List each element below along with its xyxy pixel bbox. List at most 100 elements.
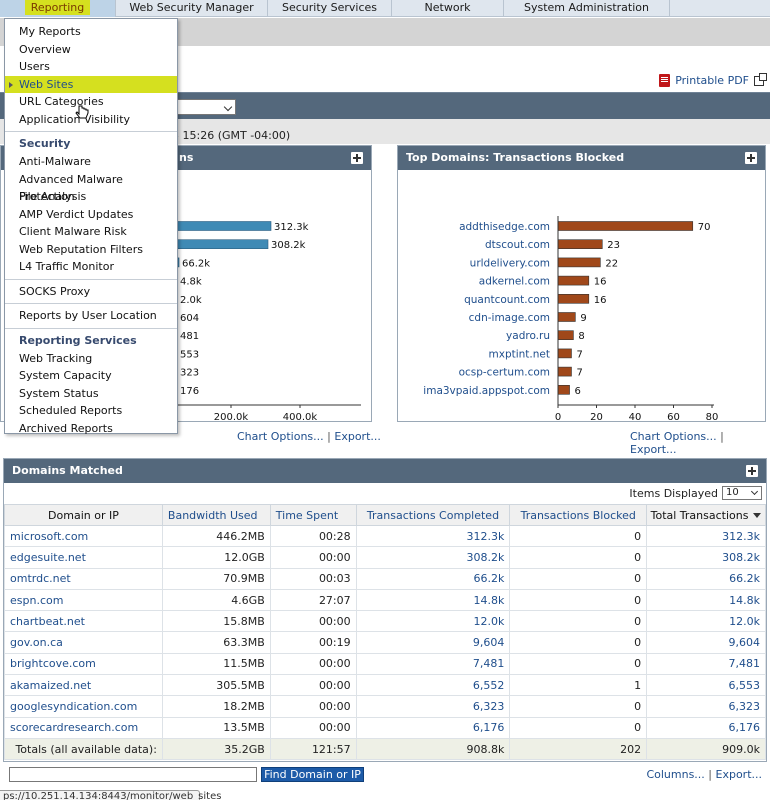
tab-network[interactable]: Network: [392, 0, 504, 17]
plus-icon[interactable]: [746, 465, 758, 477]
category-label[interactable]: quantcount.com: [464, 294, 550, 306]
cell-domain[interactable]: akamaized.net: [4, 674, 163, 697]
cell-total[interactable]: 6,176: [646, 716, 766, 739]
printable-pdf[interactable]: Printable PDF: [659, 72, 767, 87]
menu-item-system-status[interactable]: System Status: [5, 385, 177, 403]
cell-bandwidth: 15.8MB: [161, 610, 271, 633]
menu-item-url-categories[interactable]: URL Categories: [5, 93, 177, 111]
printable-pdf-link[interactable]: Printable PDF: [675, 74, 749, 87]
col-time-spent[interactable]: Time Spent: [269, 504, 357, 526]
cell-total[interactable]: 7,481: [646, 652, 766, 676]
cell-completed[interactable]: 312.3k: [355, 524, 511, 548]
export-link[interactable]: Export...: [715, 768, 763, 781]
col-completed[interactable]: Transactions Completed: [355, 504, 511, 526]
bar[interactable]: [557, 239, 603, 249]
cell-completed[interactable]: 66.2k: [355, 567, 511, 590]
category-label[interactable]: mxptint.net: [489, 348, 550, 360]
cell-total[interactable]: 308.2k: [646, 546, 766, 569]
cell-total[interactable]: 12.0k: [646, 610, 766, 633]
cell-completed[interactable]: 6,323: [355, 695, 511, 718]
col-domain[interactable]: Domain or IP: [4, 504, 163, 526]
menu-item-web-sites[interactable]: Web Sites: [5, 75, 177, 93]
export-link[interactable]: Export...: [630, 443, 677, 456]
time-range-select[interactable]: [170, 99, 236, 115]
tab-reporting[interactable]: Reporting: [0, 0, 116, 17]
cell-domain[interactable]: googlesyndication.com: [4, 695, 163, 718]
cell-total[interactable]: 14.8k: [646, 588, 766, 612]
tab-system-administration[interactable]: System Administration: [504, 0, 670, 17]
cell-completed[interactable]: 7,481: [355, 652, 511, 676]
plus-icon[interactable]: [351, 152, 363, 164]
menu-item-application-visibility[interactable]: Application Visibility: [5, 111, 177, 129]
bar[interactable]: [557, 366, 572, 377]
menu-item-l4-traffic-monitor[interactable]: L4 Traffic Monitor: [5, 258, 177, 276]
cell-domain[interactable]: chartbeat.net: [4, 610, 163, 633]
find-domain-input[interactable]: [9, 767, 257, 782]
bar[interactable]: [170, 239, 269, 249]
menu-item-file-analysis[interactable]: File Analysis: [5, 188, 177, 206]
bar[interactable]: [557, 221, 694, 231]
cell-domain[interactable]: edgesuite.net: [4, 546, 163, 569]
cell-total[interactable]: 312.3k: [646, 524, 766, 548]
menu-item-advanced-malware-protection[interactable]: Advanced Malware Protection: [5, 171, 177, 204]
menu-item-users[interactable]: Users: [5, 58, 177, 76]
cell-domain[interactable]: gov.on.ca: [4, 631, 163, 654]
col-blocked[interactable]: Transactions Blocked: [509, 504, 648, 526]
menu-item-web-tracking[interactable]: Web Tracking: [5, 350, 177, 368]
find-domain-button[interactable]: Find Domain or IP: [261, 767, 364, 782]
bar[interactable]: [557, 330, 574, 340]
category-label[interactable]: urldelivery.com: [470, 257, 550, 269]
chart-options-link[interactable]: Chart Options...: [237, 430, 324, 443]
col-bandwidth[interactable]: Bandwidth Used: [161, 504, 271, 526]
cell-completed[interactable]: 9,604: [355, 631, 511, 654]
menu-item-reports-by-location[interactable]: Reports by User Location: [19, 309, 157, 322]
cell-domain[interactable]: omtrdc.net: [4, 567, 163, 590]
popout-icon[interactable]: [754, 72, 767, 86]
cell-domain[interactable]: espn.com: [4, 588, 163, 612]
menu-item-socks-proxy[interactable]: SOCKS Proxy: [19, 284, 91, 298]
tab-web-security-manager[interactable]: Web Security Manager: [116, 0, 268, 17]
menu-item-my-reports[interactable]: My Reports: [5, 23, 177, 41]
menu-item-archived-reports[interactable]: Archived Reports: [5, 420, 177, 438]
category-label[interactable]: yadro.ru: [506, 330, 550, 342]
tab-security-services[interactable]: Security Services: [268, 0, 392, 17]
category-label[interactable]: cdn-image.com: [469, 312, 550, 324]
menu-item-overview[interactable]: Overview: [5, 41, 177, 59]
bar[interactable]: [557, 294, 590, 304]
category-label[interactable]: ima3vpaid.appspot.com: [423, 385, 550, 397]
menu-item-anti-malware[interactable]: Anti-Malware: [5, 153, 177, 171]
category-label[interactable]: dtscout.com: [485, 239, 550, 251]
cell-total[interactable]: 6,553: [646, 674, 766, 697]
col-total[interactable]: Total Transactions: [646, 504, 766, 526]
cell-completed[interactable]: 308.2k: [355, 546, 511, 569]
bar[interactable]: [557, 275, 590, 286]
category-label[interactable]: adkernel.com: [479, 276, 550, 288]
menu-item-web-reputation-filters[interactable]: Web Reputation Filters: [5, 241, 177, 259]
cell-total[interactable]: 66.2k: [646, 567, 766, 590]
bar[interactable]: [557, 312, 576, 322]
chart-options-link[interactable]: Chart Options...: [630, 430, 717, 443]
bar[interactable]: [557, 257, 601, 268]
cell-completed[interactable]: 6,176: [355, 716, 511, 739]
cell-total[interactable]: 9,604: [646, 631, 766, 654]
category-label[interactable]: ocsp-certum.com: [459, 367, 550, 379]
columns-link[interactable]: Columns...: [646, 768, 705, 781]
plus-icon[interactable]: [745, 152, 757, 164]
cell-total[interactable]: 6,323: [646, 695, 766, 718]
cell-domain[interactable]: brightcove.com: [4, 652, 163, 676]
menu-item-client-malware-risk[interactable]: Client Malware Risk: [5, 223, 177, 241]
category-label[interactable]: addthisedge.com: [459, 221, 550, 233]
export-link[interactable]: Export...: [334, 430, 381, 443]
cell-domain[interactable]: microsoft.com: [4, 524, 163, 548]
menu-item-scheduled-reports[interactable]: Scheduled Reports: [5, 402, 177, 420]
items-displayed-select[interactable]: 10: [722, 486, 762, 500]
cell-domain[interactable]: scorecardresearch.com: [4, 716, 163, 739]
menu-item-system-capacity[interactable]: System Capacity: [5, 367, 177, 385]
cell-completed[interactable]: 12.0k: [355, 610, 511, 633]
cell-completed[interactable]: 14.8k: [355, 588, 511, 612]
bar[interactable]: [557, 385, 570, 395]
cell-completed[interactable]: 6,552: [355, 674, 511, 697]
bar[interactable]: [557, 348, 572, 359]
menu-item-amp-verdict-updates[interactable]: AMP Verdict Updates: [5, 206, 177, 224]
bar[interactable]: [170, 221, 272, 231]
